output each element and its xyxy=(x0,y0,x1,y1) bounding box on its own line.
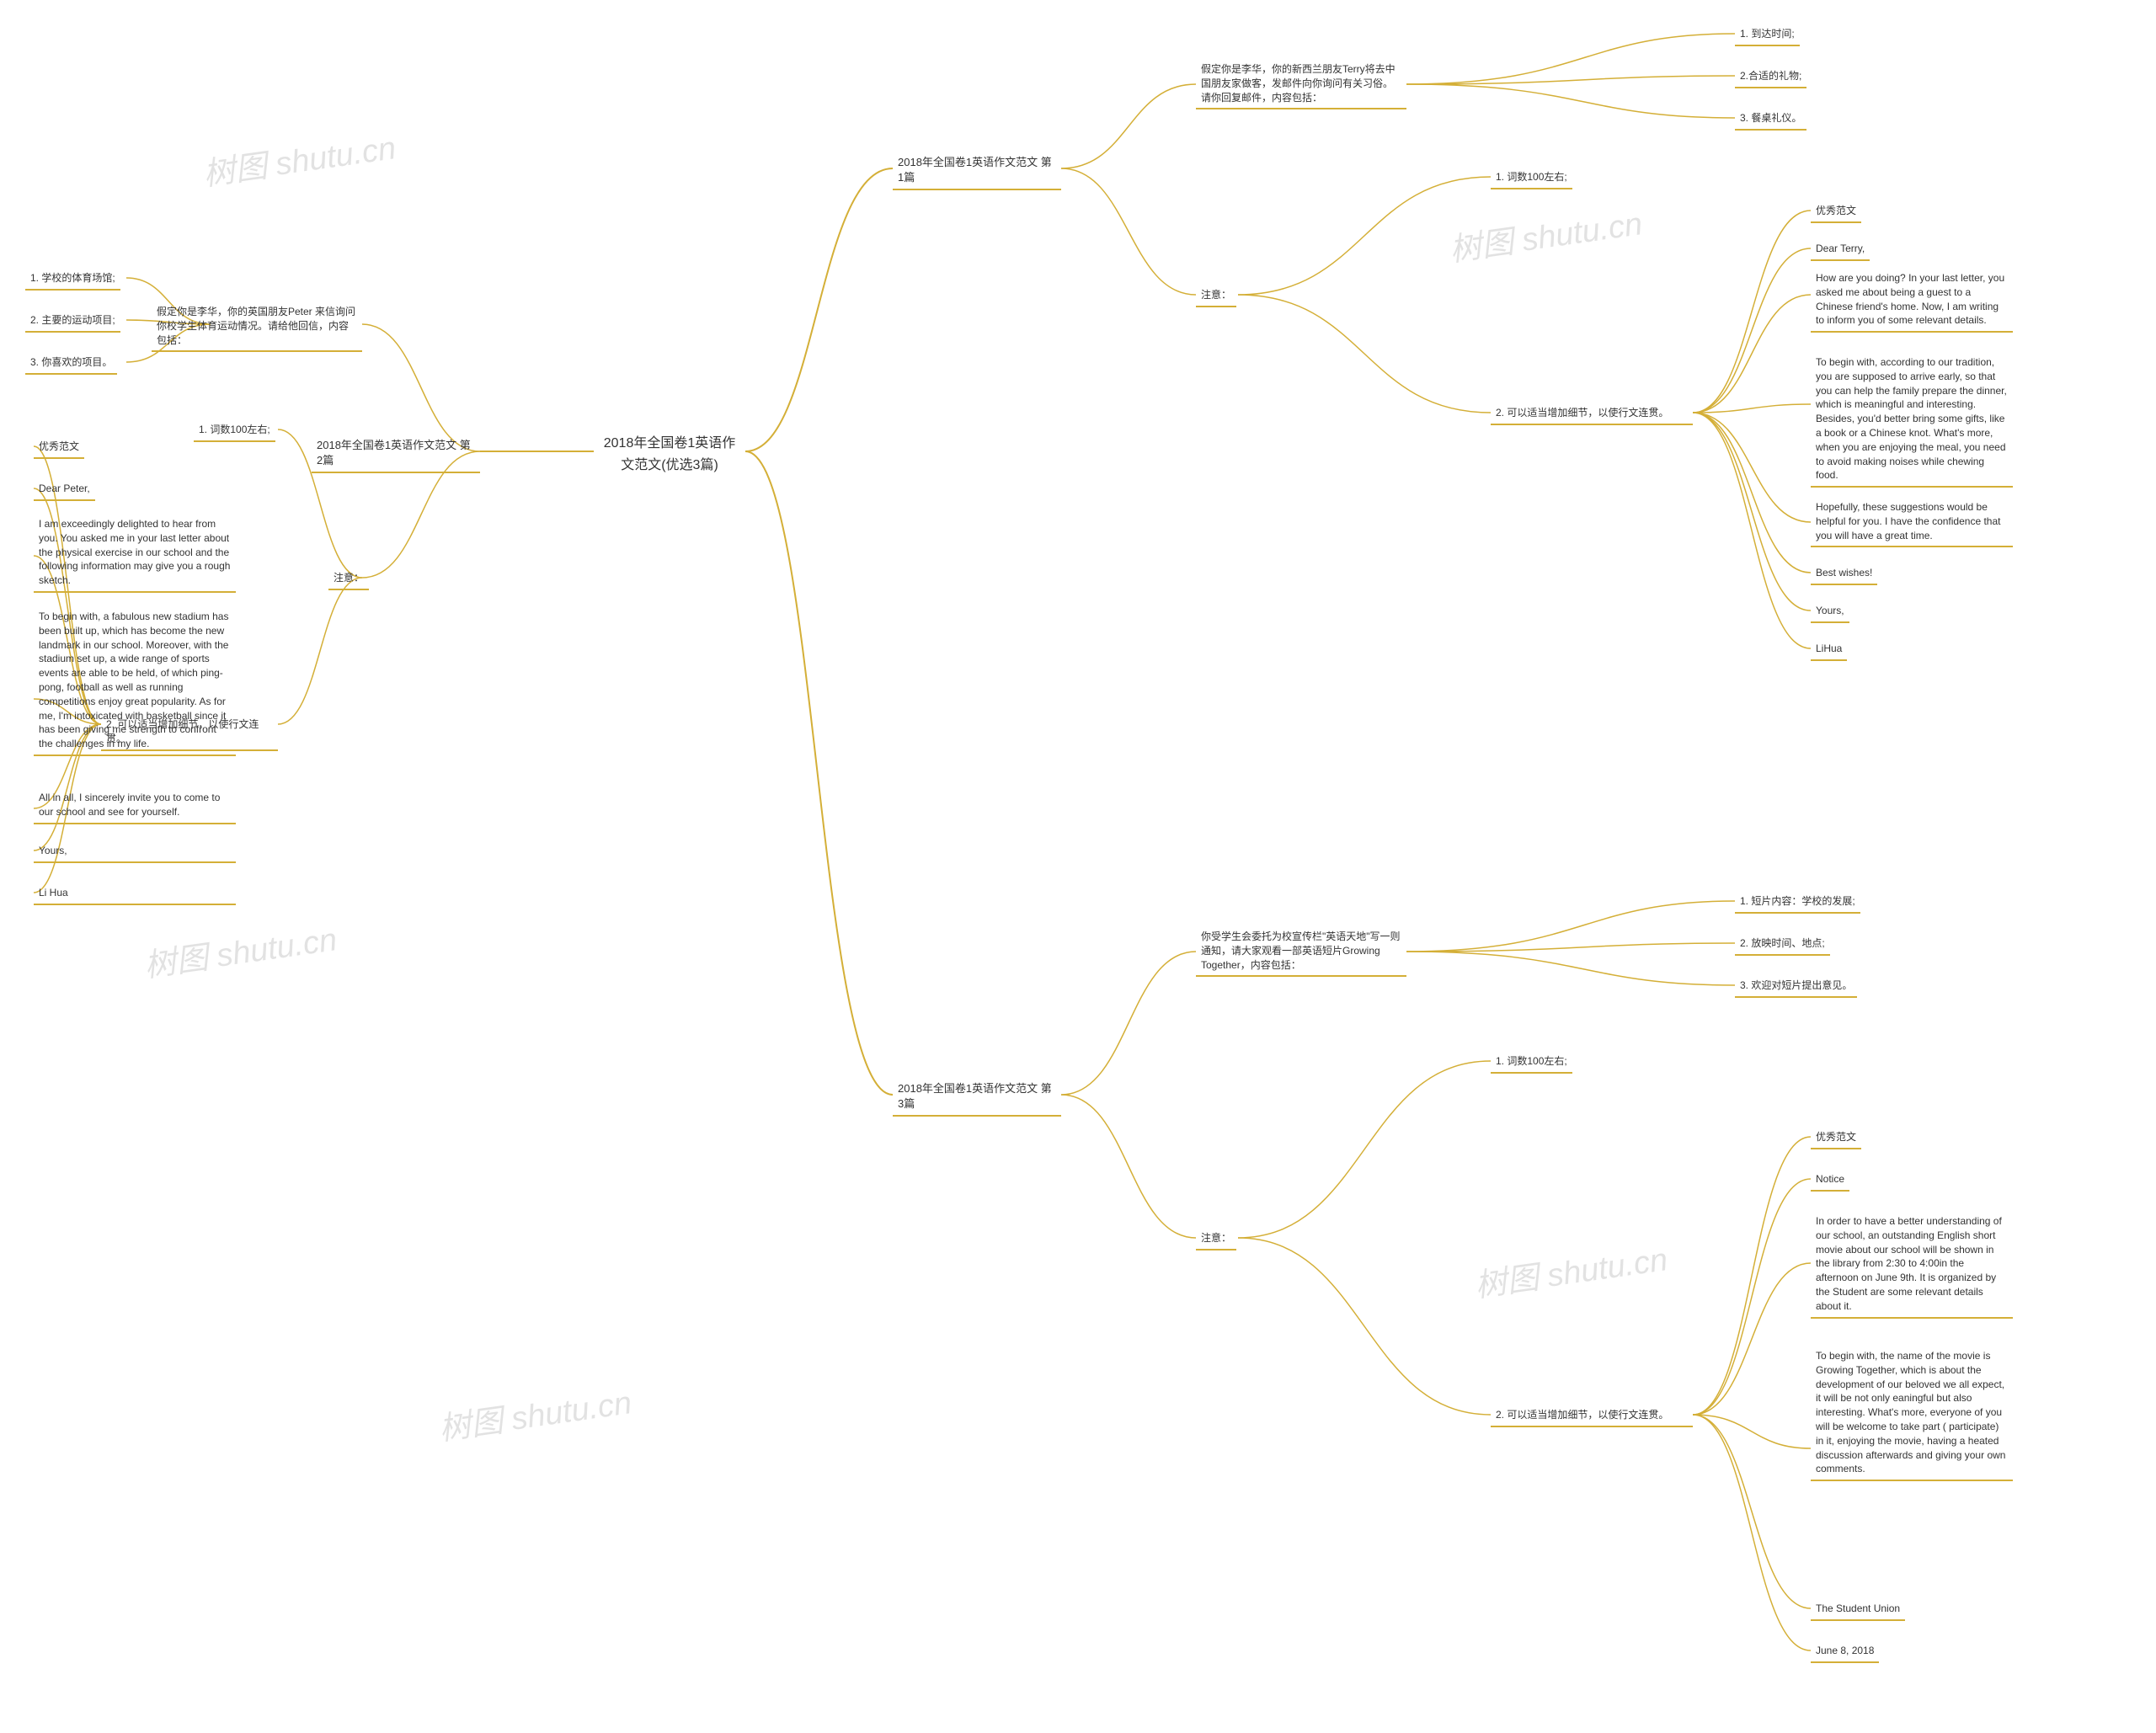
essay1-note-label[interactable]: 注意： xyxy=(1196,285,1236,307)
essay3-line-3[interactable]: The Student Union xyxy=(1811,1598,1905,1621)
essay1-title[interactable]: 2018年全国卷1英语作文范文 第1篇 xyxy=(893,152,1061,190)
essay1-line-3[interactable]: Hopefully, these suggestions would be he… xyxy=(1811,497,2013,547)
watermark: 树图 shutu.cn xyxy=(435,1376,634,1449)
essay2-title[interactable]: 2018年全国卷1英语作文范文 第2篇 xyxy=(312,435,480,473)
essay2-sample-label[interactable]: 优秀范文 xyxy=(34,436,84,459)
essay3-bullet-2[interactable]: 2. 放映时间、地点; xyxy=(1735,933,1830,956)
essay1-line-4[interactable]: Best wishes! xyxy=(1811,563,1877,585)
essay3-note1[interactable]: 1. 词数100左右; xyxy=(1491,1051,1572,1074)
essay1-line-6[interactable]: LiHua xyxy=(1811,638,1847,661)
essay1-note2[interactable]: 2. 可以适当增加细节，以使行文连贯。 xyxy=(1491,403,1693,425)
essay3-bullet-1[interactable]: 1. 短片内容：学校的发展; xyxy=(1735,891,1860,914)
mindmap-canvas: 2018年全国卷1英语作文范文(优选3篇) 2018年全国卷1英语作文范文 第1… xyxy=(0,0,2156,1733)
essay3-note-label[interactable]: 注意： xyxy=(1196,1228,1236,1250)
essay1-bullet-2[interactable]: 2.合适的礼物; xyxy=(1735,66,1806,88)
essay1-line-1[interactable]: How are you doing? In your last letter, … xyxy=(1811,268,2013,333)
essay2-bullet-2[interactable]: 2. 主要的运动项目; xyxy=(25,310,120,333)
essay2-line-2[interactable]: To begin with, a fabulous new stadium ha… xyxy=(34,606,236,756)
essay3-line-0[interactable]: Notice xyxy=(1811,1169,1849,1192)
essay3-line-1[interactable]: In order to have a better understanding … xyxy=(1811,1211,2013,1319)
essay2-line-1[interactable]: I am exceedingly delighted to hear from … xyxy=(34,514,236,593)
watermark: 树图 shutu.cn xyxy=(1471,1233,1670,1306)
watermark: 树图 shutu.cn xyxy=(200,121,398,195)
essay2-line-5[interactable]: Li Hua xyxy=(34,882,236,905)
essay3-title[interactable]: 2018年全国卷1英语作文范文 第3篇 xyxy=(893,1078,1061,1117)
essay1-note1[interactable]: 1. 词数100左右; xyxy=(1491,167,1572,189)
essay1-line-5[interactable]: Yours, xyxy=(1811,600,1849,623)
essay1-line-0[interactable]: Dear Terry, xyxy=(1811,238,1870,261)
essay1-prompt[interactable]: 假定你是李华，你的新西兰朋友Terry将去中国朋友家做客，发邮件向你询问有关习俗… xyxy=(1196,59,1406,109)
essay2-note1[interactable]: 1. 词数100左右; xyxy=(194,419,275,442)
essay2-line-3[interactable]: All in all, I sincerely invite you to co… xyxy=(34,787,236,824)
essay3-line-4[interactable]: June 8, 2018 xyxy=(1811,1640,1879,1663)
essay3-sample-label[interactable]: 优秀范文 xyxy=(1811,1127,1861,1149)
essay2-prompt[interactable]: 假定你是李华，你的英国朋友Peter 来信询问你校学生体育运动情况。请给他回信，… xyxy=(152,301,362,352)
essay3-note2[interactable]: 2. 可以适当增加细节，以使行文连贯。 xyxy=(1491,1405,1693,1427)
essay2-bullet-3[interactable]: 3. 你喜欢的项目。 xyxy=(25,352,117,375)
watermark: 树图 shutu.cn xyxy=(1446,197,1645,270)
essay1-line-2[interactable]: To begin with, according to our traditio… xyxy=(1811,352,2013,488)
essay2-bullet-1[interactable]: 1. 学校的体育场馆; xyxy=(25,268,120,291)
essay3-line-2[interactable]: To begin with, the name of the movie is … xyxy=(1811,1346,2013,1481)
essay3-prompt[interactable]: 你受学生会委托为校宣传栏"英语天地"写一则通知，请大家观看一部英语短片Growi… xyxy=(1196,926,1406,977)
root-node[interactable]: 2018年全国卷1英语作文范文(优选3篇) xyxy=(594,429,745,479)
essay2-note-label[interactable]: 注意： xyxy=(328,568,369,590)
essay1-bullet-1[interactable]: 1. 到达时间; xyxy=(1735,24,1800,46)
essay1-sample-label[interactable]: 优秀范文 xyxy=(1811,200,1861,223)
essay1-bullet-3[interactable]: 3. 餐桌礼仪。 xyxy=(1735,108,1806,131)
essay2-line-0[interactable]: Dear Peter, xyxy=(34,478,95,501)
essay2-line-4[interactable]: Yours, xyxy=(34,840,236,863)
essay3-bullet-3[interactable]: 3. 欢迎对短片提出意见。 xyxy=(1735,975,1857,998)
watermark: 树图 shutu.cn xyxy=(141,913,339,986)
